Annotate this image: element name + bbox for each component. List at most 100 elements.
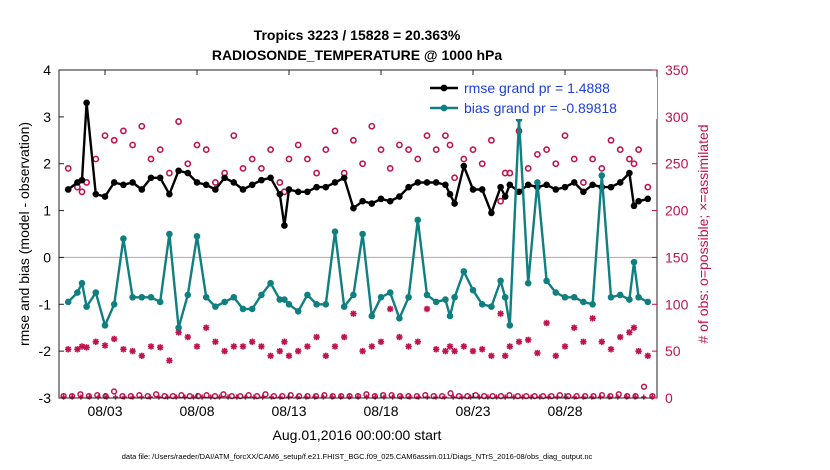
obs-small-assimilated-point (580, 394, 586, 400)
obs-possible-point (506, 169, 514, 177)
data-point-bias (267, 279, 274, 287)
obs-small-assimilated-point (251, 394, 257, 400)
data-point-bias (580, 298, 587, 306)
obs-possible-point (368, 122, 376, 130)
obs-assimilated-stroke (65, 346, 72, 353)
obs-assimilated-stroke (451, 348, 458, 355)
obs-assimilated-stroke (138, 352, 145, 359)
obs-small-assimilated-point (519, 394, 526, 400)
data-point-bias (405, 293, 412, 301)
data-point-rmse (359, 197, 366, 205)
data-point-bias (598, 172, 606, 179)
obs-assimilated-stroke (502, 352, 509, 359)
obs-small-possible-point (186, 392, 193, 400)
data-point-rmse (630, 202, 638, 210)
obs-assimilated-point (626, 329, 633, 336)
obs-assimilated-point (193, 343, 201, 350)
obs-small-possible-point (607, 392, 614, 400)
obs-assimilated-point (502, 352, 509, 360)
data-point-bias (644, 298, 652, 306)
obs-small-assimilated-point (138, 394, 145, 400)
data-point-rmse (156, 174, 164, 182)
obs-assimilated-stroke (240, 343, 246, 350)
obs-possible-point (193, 141, 201, 149)
obs-small-possible-point (640, 383, 648, 390)
obs-assimilated-point (111, 335, 118, 343)
data-point-rmse (285, 186, 293, 193)
data-point-rmse (64, 186, 72, 193)
data-point-rmse (501, 193, 509, 200)
obs-assimilated-stroke (83, 344, 90, 351)
data-point-rmse (589, 181, 596, 189)
obs-small-assimilated-point (467, 394, 474, 400)
obs-possible-point (184, 160, 192, 168)
data-point-rmse (414, 179, 422, 186)
x-tick-label: 08/03 (87, 403, 122, 419)
obs-small-assimilated-point (225, 394, 231, 400)
obs-assimilated-point (285, 352, 293, 360)
obs-small-assimilated-point (355, 394, 361, 400)
data-point-rmse (497, 183, 504, 191)
obs-assimilated-stroke (129, 348, 136, 355)
data-point-rmse (175, 167, 182, 175)
obs-assimilated-stroke (488, 352, 495, 359)
data-point-bias (616, 291, 624, 299)
obs-possible-point (211, 179, 219, 186)
obs-assimilated-stroke (258, 343, 265, 350)
data-point-bias (248, 305, 256, 313)
obs-small-assimilated-point (216, 394, 223, 400)
obs-assimilated-stroke (102, 342, 108, 349)
obs-possible-point (635, 146, 642, 154)
obs-assimilated-point (295, 347, 302, 355)
data-point-rmse (635, 197, 642, 205)
obs-possible-point (120, 127, 127, 135)
obs-assimilated-stroke (79, 343, 85, 350)
obs-small-possible-point (152, 391, 160, 398)
data-point-bias (488, 303, 495, 310)
y2-tick-label: 350 (665, 62, 689, 78)
y-tick-label: 3 (43, 109, 51, 125)
obs-possible-point (570, 155, 578, 163)
data-point-rmse (129, 179, 136, 186)
data-point-rmse (258, 176, 265, 184)
obs-assimilated-stroke (516, 338, 522, 345)
obs-assimilated-stroke (304, 343, 311, 350)
obs-possible-point (598, 164, 606, 172)
obs-assimilated-point (350, 310, 357, 317)
obs-assimilated-point (635, 347, 642, 355)
obs-small-possible-point (514, 392, 521, 400)
obs-assimilated-point (322, 352, 329, 360)
obs-small-assimilated-point (78, 394, 84, 400)
obs-small-possible-point (220, 391, 227, 398)
obs-possible-point (441, 132, 449, 139)
obs-small-possible-point (539, 392, 547, 400)
obs-possible-point (446, 141, 454, 149)
obs-assimilated-stroke (424, 306, 430, 312)
obs-small-assimilated-point (372, 394, 378, 400)
obs-small-assimilated-point (597, 394, 604, 400)
obs-small-possible-point (195, 392, 202, 400)
obs-assimilated-point (488, 352, 495, 360)
obs-possible-point (616, 146, 624, 154)
data-point-bias (626, 296, 633, 303)
data-point-bias (386, 289, 394, 296)
obs-possible-point (313, 169, 320, 177)
data-point-bias (423, 291, 431, 299)
x-tick-label: 08/23 (455, 403, 490, 419)
obs-assimilated-stroke (571, 324, 578, 331)
obs-small-assimilated-point (606, 394, 612, 400)
obs-assimilated-stroke (598, 338, 605, 345)
obs-possible-point (257, 164, 265, 172)
obs-assimilated-point (644, 352, 651, 360)
data-point-bias (193, 233, 201, 240)
data-point-rmse (626, 169, 633, 177)
obs-assimilated-stroke (534, 350, 541, 356)
data-point-bias (396, 315, 403, 322)
y2-tick-label: 50 (665, 343, 681, 359)
obs-small-assimilated-point (234, 394, 240, 400)
data-point-bias (543, 277, 550, 285)
data-point-rmse (561, 183, 569, 191)
obs-assimilated-stroke (295, 348, 302, 355)
obs-small-possible-point (489, 392, 496, 400)
obs-small-assimilated-point (589, 394, 595, 400)
